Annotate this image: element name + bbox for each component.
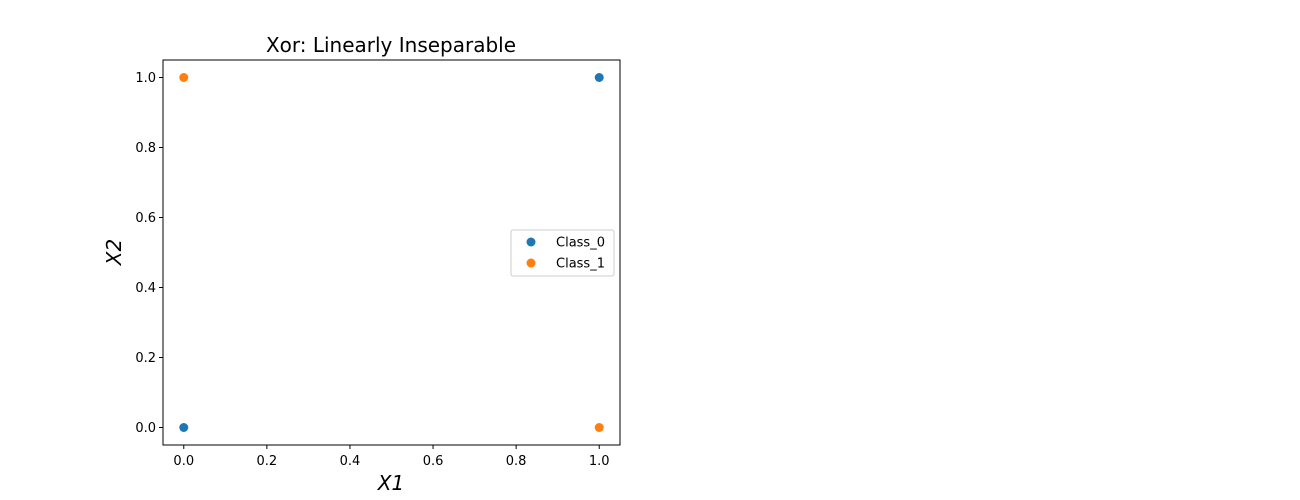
legend: Class_0 Class_1 xyxy=(510,229,615,277)
y-tick-label: 0.0 xyxy=(135,421,156,436)
data-point-class-1 xyxy=(179,73,189,82)
data-point-class-0 xyxy=(179,423,189,432)
x-tick-label: 0.8 xyxy=(506,454,527,469)
legend-label: Class_0 xyxy=(556,236,605,251)
data-point-class-0 xyxy=(594,73,604,82)
x-axis: 0.0 0.2 0.4 0.6 0.8 1.0 xyxy=(173,445,610,469)
legend-frame xyxy=(510,229,615,277)
y-tick-label: 1.0 xyxy=(135,71,156,86)
x-tick-label: 1.0 xyxy=(589,454,610,469)
x-tick-label: 0.2 xyxy=(257,454,278,469)
data-point-class-1 xyxy=(594,423,604,432)
axes-frame xyxy=(162,59,621,446)
legend-marker xyxy=(526,237,536,247)
plot-area xyxy=(179,73,604,432)
x-tick-label: 0.6 xyxy=(423,454,444,469)
y-axis: 0.0 0.2 0.4 0.6 0.8 1.0 xyxy=(135,71,163,436)
y-axis-label: X2 xyxy=(102,239,126,266)
chart-title: Xor: Linearly Inseparable xyxy=(266,33,516,57)
y-tick-label: 0.2 xyxy=(135,351,156,366)
legend-marker xyxy=(526,258,536,268)
x-axis-label: X1 xyxy=(377,471,404,495)
x-tick-label: 0.4 xyxy=(340,454,361,469)
y-tick-label: 0.4 xyxy=(135,281,156,296)
y-tick-label: 0.8 xyxy=(135,141,156,156)
y-tick-label: 0.6 xyxy=(135,211,156,226)
x-tick-label: 0.0 xyxy=(173,454,194,469)
legend-label: Class_1 xyxy=(556,257,605,272)
